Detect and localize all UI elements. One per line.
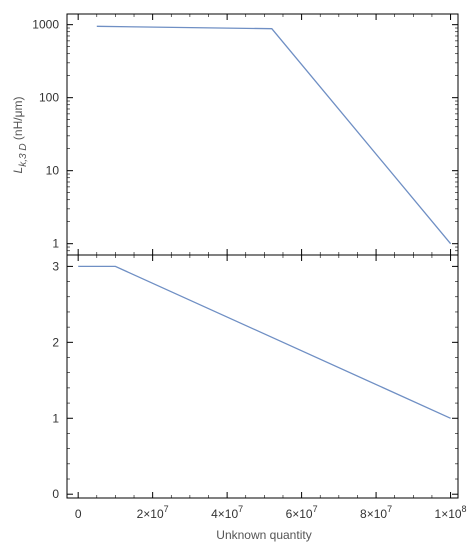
ylabel-unit: (nH/μm) <box>11 97 25 141</box>
bottom-x-tick-label: 6×107 <box>286 504 318 521</box>
bottom-x-tick-label: 0 <box>75 507 82 521</box>
top-y-tick-label: 100 <box>39 91 59 105</box>
top-y-tick-label: 1 <box>52 237 59 251</box>
bottom-y-tick-label: 3 <box>52 259 59 273</box>
bottom-series-line <box>78 265 451 419</box>
top-plot-frame <box>66 13 459 256</box>
top-series-line <box>96 25 452 245</box>
bottom-x-tick-label: 1×108 <box>435 504 467 521</box>
top-y-tick-label: 10 <box>46 164 60 178</box>
top-ticks <box>67 14 458 256</box>
ylabel-subscript: k,3 D <box>18 143 29 166</box>
bottom-x-tick-label: 4×107 <box>211 504 243 521</box>
bottom-y-tick-label: 1 <box>52 411 59 425</box>
x-axis-label: Unknown quantity <box>216 528 311 542</box>
bottom-ticks <box>67 255 458 498</box>
top-panel: 1 10 100 1000 Lk,3 D (nH/μm) <box>11 13 459 256</box>
ylabel-symbol: L <box>11 167 25 174</box>
bottom-tick-labels: 0 1 2 3 0 2×107 4×107 6×107 8×107 1×108 <box>52 259 466 521</box>
top-series <box>96 25 452 245</box>
bottom-y-tick-label: 2 <box>52 335 59 349</box>
bottom-x-tick-label: 2×107 <box>137 504 169 521</box>
bottom-plot-frame <box>66 254 459 499</box>
bottom-y-tick-label: 0 <box>52 487 59 501</box>
top-y-tick-labels: 1 10 100 1000 <box>32 18 59 251</box>
top-y-axis-label: Lk,3 D (nH/μm) <box>11 97 29 174</box>
top-y-tick-label: 1000 <box>32 18 59 32</box>
bottom-panel: 0 1 2 3 0 2×107 4×107 6×107 8×107 1×108 Unknown q… <box>52 254 467 542</box>
bottom-series <box>78 265 451 419</box>
bottom-x-tick-label: 8×107 <box>360 504 392 521</box>
